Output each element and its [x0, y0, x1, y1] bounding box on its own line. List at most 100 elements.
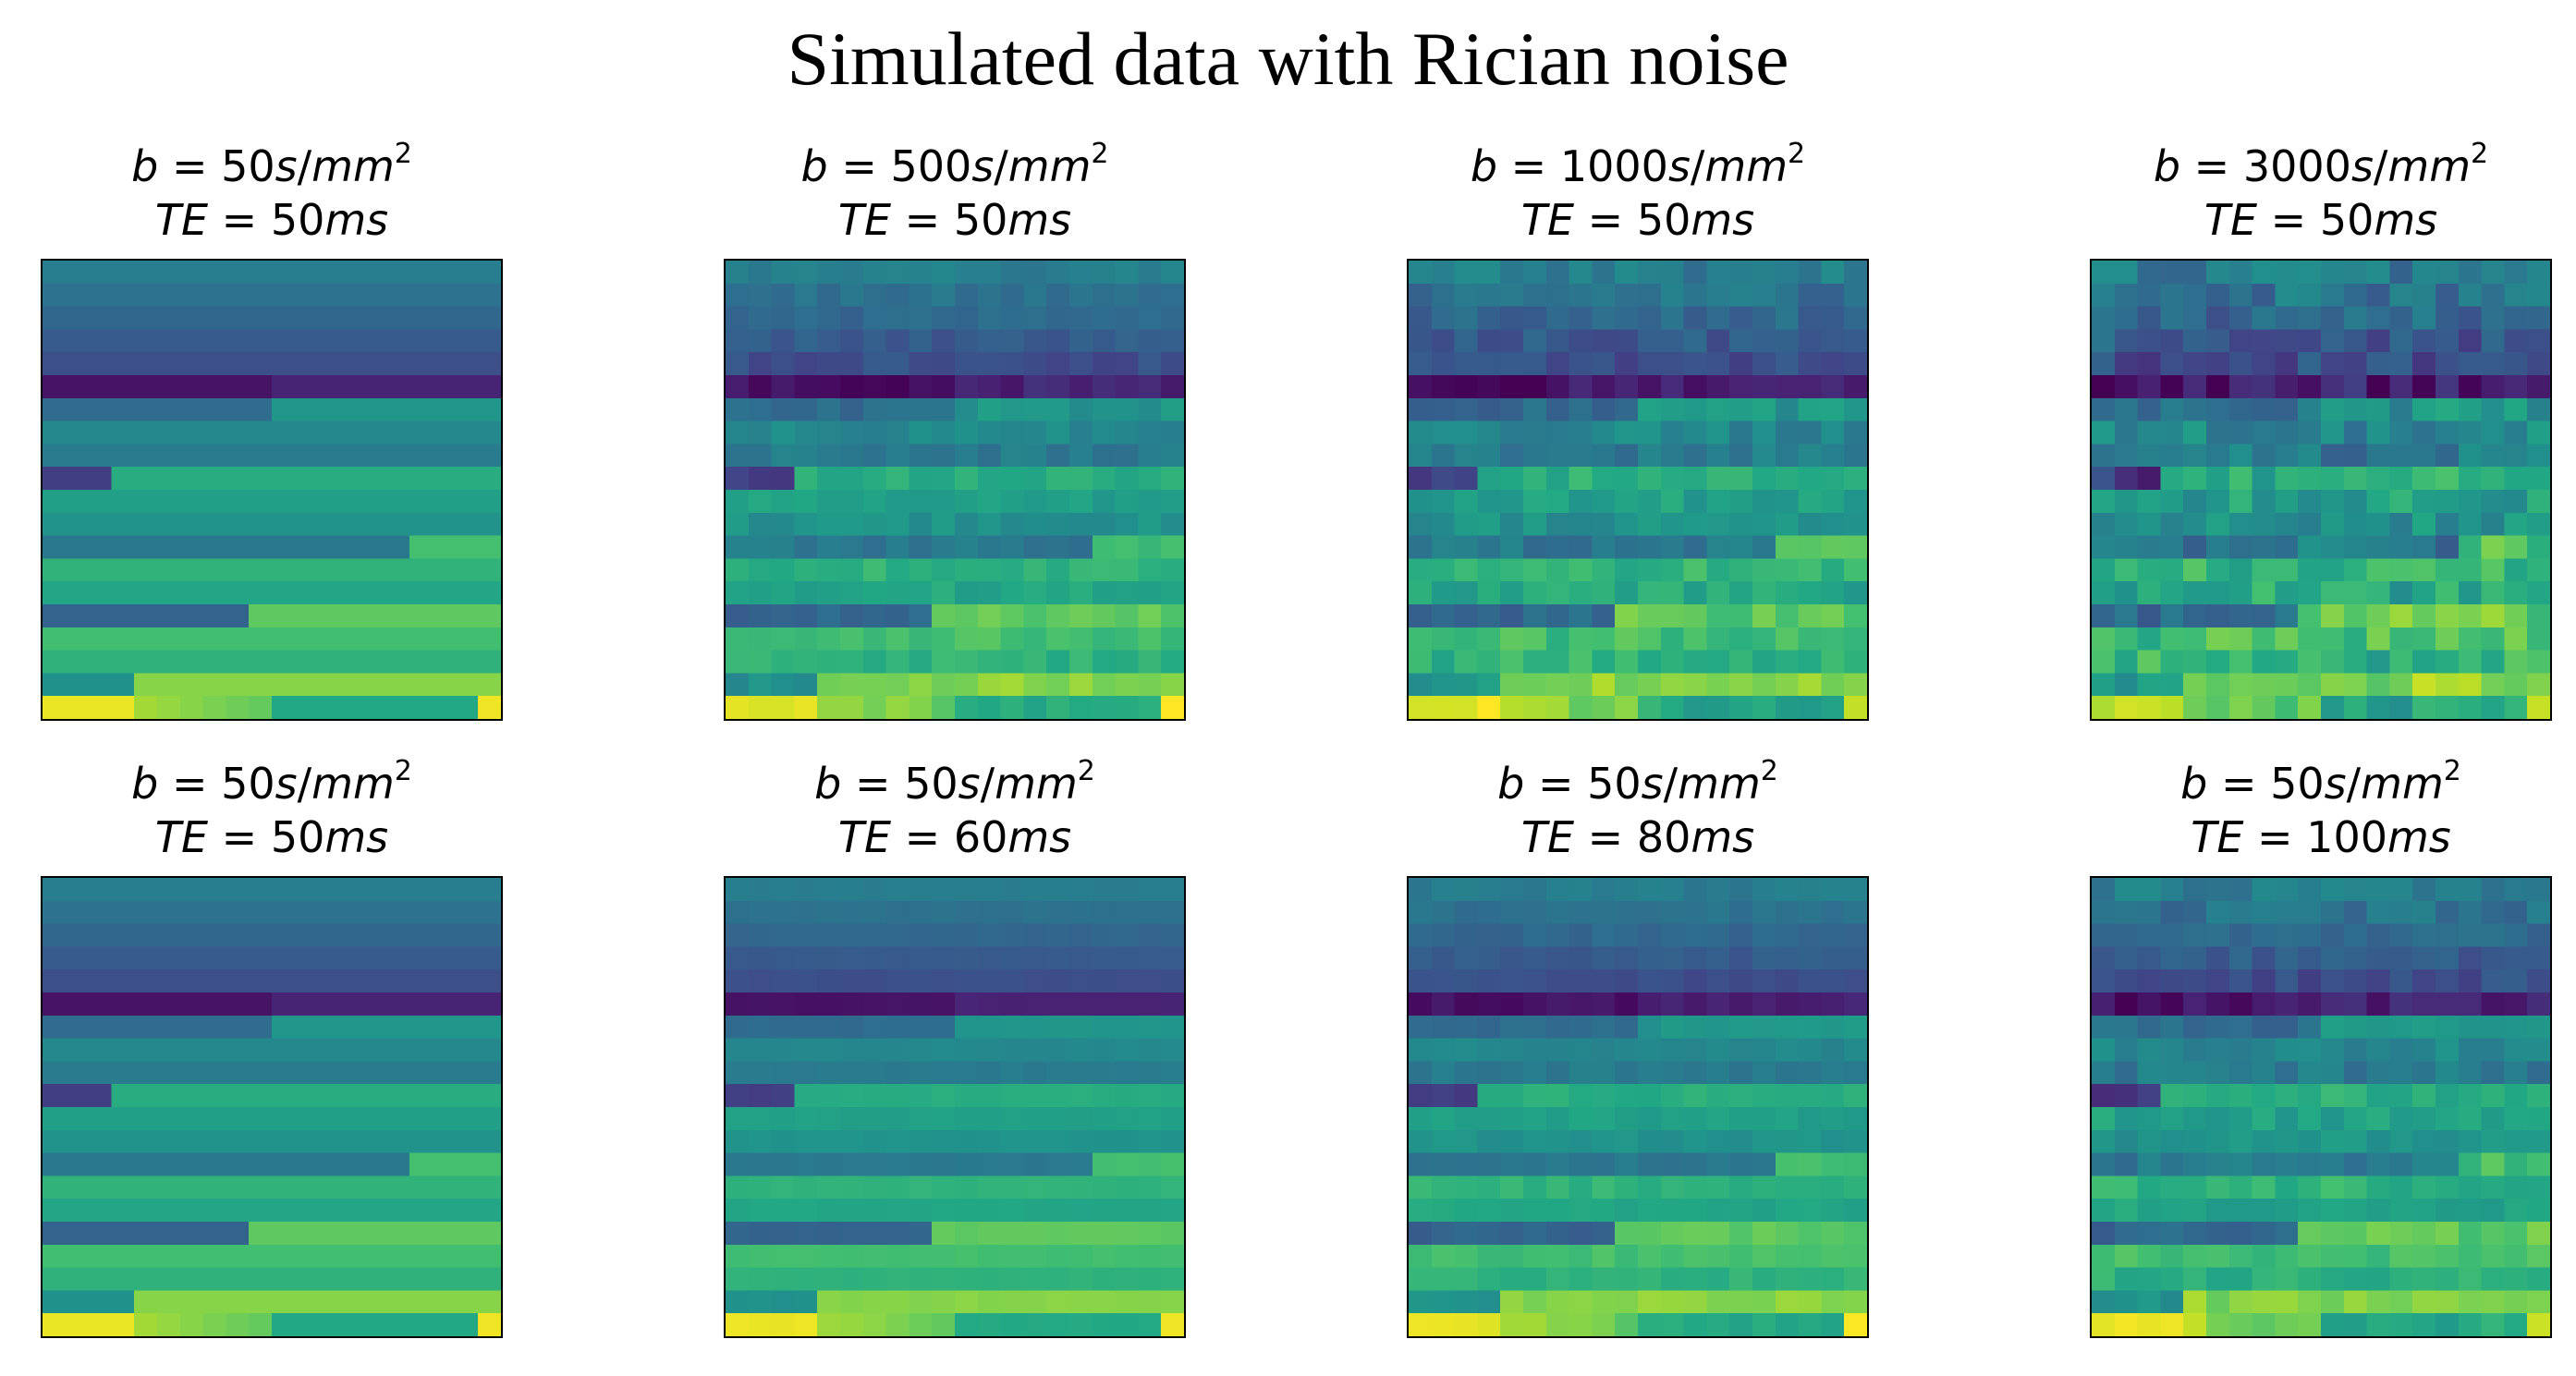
heatmap-cell — [1592, 283, 1616, 308]
heatmap-cell — [1752, 1175, 1776, 1199]
heatmap-cell — [2458, 1015, 2483, 1040]
heatmap-cell — [1821, 467, 1845, 491]
heatmap-cell — [2321, 1267, 2345, 1291]
heatmap-cell — [179, 1015, 204, 1040]
heatmap-cell — [862, 1038, 887, 1062]
heatmap-cell — [2527, 1267, 2550, 1291]
heatmap-cell — [294, 1199, 319, 1223]
heatmap-cell — [2389, 352, 2413, 376]
heatmap-cell — [2527, 992, 2550, 1017]
heatmap-cell — [817, 306, 841, 330]
heatmap-cell — [1683, 1267, 1707, 1291]
heatmap-cell — [909, 1175, 933, 1199]
heatmap-cell — [2412, 420, 2436, 444]
heatmap-cell — [862, 283, 887, 308]
heatmap-cell — [2137, 420, 2161, 444]
heatmap-cell — [2298, 992, 2322, 1017]
heatmap-cell — [2389, 878, 2413, 902]
heatmap-cell — [1500, 1222, 1524, 1246]
heatmap-cell — [1821, 923, 1845, 947]
heatmap-cell — [817, 1313, 841, 1336]
heatmap-cell — [317, 923, 341, 947]
heatmap-cell — [794, 512, 818, 537]
heatmap-cell — [1660, 420, 1685, 444]
heatmap-cell — [2228, 512, 2253, 537]
heatmap-cell — [2481, 1313, 2505, 1336]
heatmap-cell — [1706, 900, 1730, 925]
heatmap-cell — [386, 261, 410, 285]
heatmap-cell — [2160, 1152, 2184, 1176]
heatmap-cell — [202, 397, 226, 422]
heatmap-cell — [2137, 467, 2161, 491]
heatmap-cell — [1683, 878, 1707, 902]
heatmap-cell — [840, 306, 864, 330]
heatmap-cell — [1821, 1313, 1845, 1336]
heatmap-cell — [1752, 604, 1776, 628]
heatmap-cell — [1683, 650, 1707, 674]
heatmap-cell — [1615, 306, 1639, 330]
heatmap-cell — [2436, 1038, 2460, 1062]
heatmap-cell — [455, 283, 479, 308]
heatmap-cell — [2206, 946, 2230, 970]
heatmap-cell — [2412, 878, 2436, 902]
heatmap-cell — [478, 627, 501, 651]
heatmap-cell — [817, 283, 841, 308]
heatmap-cell — [771, 1199, 795, 1223]
heatmap-cell — [909, 1015, 933, 1040]
heatmap-cell — [363, 900, 387, 925]
heatmap-cell — [478, 604, 501, 628]
heatmap-cell — [2275, 467, 2299, 491]
heatmap-cell — [885, 604, 910, 628]
heatmap-cell — [226, 673, 250, 697]
heatmap-cell — [1729, 490, 1753, 514]
heatmap-cell — [432, 923, 456, 947]
heatmap-cell — [2092, 512, 2116, 537]
heatmap-cell — [1454, 900, 1478, 925]
heatmap-cell — [88, 306, 112, 330]
heatmap-cell — [771, 1222, 795, 1246]
heatmap-cell — [409, 306, 433, 330]
heatmap-cell — [1477, 467, 1501, 491]
heatmap-cell — [1500, 604, 1524, 628]
heatmap-cell — [2298, 1038, 2322, 1062]
heatmap-cell — [1683, 1199, 1707, 1223]
heatmap-cell — [2160, 558, 2184, 582]
heatmap-cell — [111, 1244, 135, 1269]
heatmap-cell — [88, 673, 112, 697]
heatmap-cell — [2228, 1061, 2253, 1085]
heatmap-cell — [2206, 558, 2230, 582]
heatmap-cell — [134, 1107, 158, 1131]
heatmap-cell — [1729, 900, 1753, 925]
heatmap-cell — [1775, 1267, 1800, 1291]
heatmap-cell — [2527, 1061, 2550, 1085]
heatmap-cell — [840, 878, 864, 902]
heatmap-cell — [1115, 444, 1139, 468]
heatmap-cell — [932, 878, 956, 902]
heatmap-cell — [2114, 375, 2139, 399]
heatmap-cell — [2458, 1152, 2483, 1176]
heatmap-cell — [386, 696, 410, 719]
heatmap-cell — [1660, 1084, 1685, 1108]
heatmap-cell — [2206, 992, 2230, 1017]
heatmap-cell — [294, 900, 319, 925]
heatmap-cell — [409, 1015, 433, 1040]
heatmap-cell — [2481, 1061, 2505, 1085]
heatmap-cell — [1638, 397, 1662, 422]
heatmap-cell — [2252, 1244, 2276, 1269]
heatmap-cell — [65, 558, 90, 582]
heatmap-cell — [1615, 900, 1639, 925]
heatmap-cell — [932, 306, 956, 330]
heatmap-cell — [1454, 490, 1478, 514]
heatmap-cell — [455, 512, 479, 537]
heatmap-cell — [1409, 1267, 1433, 1291]
heatmap-cell — [1161, 512, 1184, 537]
heatmap-cell — [771, 581, 795, 605]
heatmap-cell — [317, 673, 341, 697]
heatmap-cell — [478, 352, 501, 376]
heatmap-cell — [771, 1313, 795, 1336]
heatmap-cell — [1844, 1129, 1867, 1154]
heatmap-cell — [1161, 535, 1184, 559]
heatmap-cell — [1638, 1222, 1662, 1246]
heatmap-cell — [1138, 490, 1162, 514]
heatmap-cell — [2160, 946, 2184, 970]
